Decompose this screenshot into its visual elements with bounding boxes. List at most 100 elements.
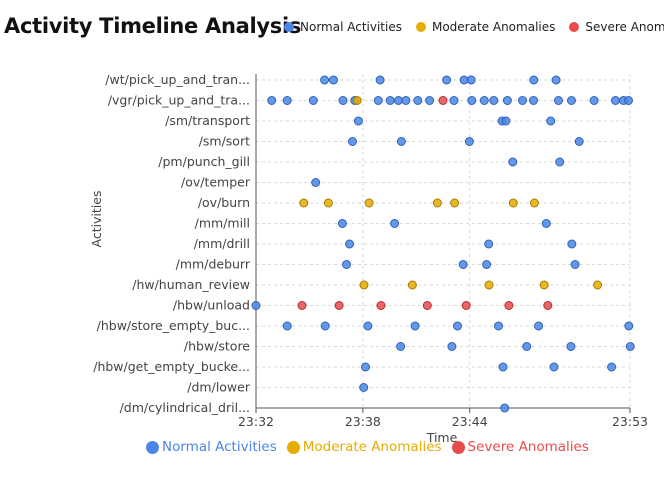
data-point-severe[interactable] [438,96,448,105]
data-point-normal[interactable] [390,219,400,228]
data-point-normal[interactable] [464,137,474,146]
y-tick-label: /sm/sort [199,134,250,149]
data-point-normal[interactable] [359,383,369,392]
data-point-normal[interactable] [345,239,354,249]
legend-item-severe[interactable]: Severe Anomalies [569,20,664,34]
data-point-severe[interactable] [422,301,432,310]
data-point-normal[interactable] [501,116,511,126]
bottom-legend-item-severe[interactable]: Severe Anomalies [451,439,589,455]
data-point-normal[interactable] [425,96,435,105]
data-point-severe[interactable] [376,301,386,310]
data-point-normal[interactable] [401,96,411,105]
data-point-normal[interactable] [467,96,477,105]
data-point-normal[interactable] [320,321,330,331]
data-point-severe[interactable] [504,301,514,310]
data-point-normal[interactable] [570,260,580,269]
data-point-normal[interactable] [396,342,406,351]
data-point-moderate[interactable] [450,198,460,208]
data-point-normal[interactable] [453,321,462,331]
legend-item-moderate[interactable]: Moderate Anomalies [415,20,555,34]
data-point-normal[interactable] [482,260,492,269]
data-point-moderate[interactable] [323,198,333,208]
data-point-normal[interactable] [522,342,532,351]
data-point-normal[interactable] [546,116,556,126]
data-point-severe[interactable] [461,301,471,310]
data-point-normal[interactable] [624,321,634,331]
data-point-moderate[interactable] [593,280,603,290]
data-point-normal[interactable] [479,96,489,105]
data-point-severe[interactable] [543,301,553,310]
data-point-normal[interactable] [449,96,459,105]
legend-item-normal[interactable]: Normal Activities [284,20,402,34]
data-point-moderate[interactable] [352,96,362,105]
data-point-normal[interactable] [447,342,457,351]
data-point-normal[interactable] [549,362,559,372]
data-point-normal[interactable] [267,96,277,105]
data-point-normal[interactable] [320,75,330,85]
data-point-moderate[interactable] [359,280,369,290]
data-point-normal[interactable] [282,321,292,331]
data-point-normal[interactable] [442,75,452,85]
data-point-moderate[interactable] [407,280,417,290]
data-point-normal[interactable] [410,321,420,331]
data-point-normal[interactable] [375,75,385,85]
data-point-normal[interactable] [348,137,357,146]
data-point-normal[interactable] [385,96,395,105]
data-point-normal[interactable] [396,137,406,146]
data-point-normal[interactable] [394,96,403,105]
data-point-normal[interactable] [373,96,383,105]
data-point-normal[interactable] [508,157,518,167]
data-point-normal[interactable] [494,321,503,331]
bottom-legend-item-normal[interactable]: Normal Activities [146,439,277,455]
data-point-normal[interactable] [551,75,561,85]
data-point-normal[interactable] [529,96,538,105]
data-point-normal[interactable] [529,75,539,85]
data-point-moderate[interactable] [539,280,549,290]
data-point-normal[interactable] [611,96,620,105]
data-point-normal[interactable] [342,260,351,269]
data-point-normal[interactable] [498,362,508,372]
data-point-normal[interactable] [624,96,633,105]
data-point-normal[interactable] [518,96,527,105]
data-point-normal[interactable] [363,321,373,331]
data-point-normal[interactable] [554,96,563,105]
data-point-normal[interactable] [329,75,338,85]
data-point-normal[interactable] [466,75,476,85]
data-point-normal[interactable] [555,157,565,167]
data-point-normal[interactable] [458,260,468,269]
data-point-moderate[interactable] [529,198,539,208]
data-point-severe[interactable] [334,301,344,310]
data-point-normal[interactable] [311,178,321,187]
data-point-moderate[interactable] [484,280,494,290]
data-point-moderate[interactable] [299,198,309,208]
data-point-normal[interactable] [338,96,348,105]
data-point-normal[interactable] [589,96,599,105]
data-point-normal[interactable] [566,342,576,351]
data-point-normal[interactable] [625,342,635,351]
data-point-normal[interactable] [353,116,363,126]
bottom-legend-item-moderate[interactable]: Moderate Anomalies [286,439,442,455]
legend-normal-label: Normal Activities [300,20,402,34]
data-point-normal[interactable] [489,96,499,105]
data-point-normal[interactable] [484,239,494,249]
data-point-normal[interactable] [534,321,544,331]
data-point-normal[interactable] [308,96,318,105]
data-point-severe[interactable] [297,301,307,310]
data-point-normal[interactable] [282,96,292,105]
data-point-normal[interactable] [541,219,551,228]
data-point-moderate[interactable] [364,198,374,208]
data-point-normal[interactable] [337,219,347,228]
chart-title: Activity Timeline Analysis [4,14,302,38]
data-point-normal[interactable] [607,362,617,372]
data-point-normal[interactable] [502,96,512,105]
data-point-moderate[interactable] [432,198,442,208]
data-point-normal[interactable] [361,362,370,372]
data-point-normal[interactable] [567,96,576,105]
data-point-normal[interactable] [251,301,261,310]
data-point-normal[interactable] [567,239,577,249]
data-point-normal[interactable] [500,403,510,413]
data-point-normal[interactable] [574,137,584,146]
data-point-normal[interactable] [413,96,423,105]
data-point-moderate[interactable] [508,198,518,208]
y-tick-label: /hw/human_review [132,277,250,292]
